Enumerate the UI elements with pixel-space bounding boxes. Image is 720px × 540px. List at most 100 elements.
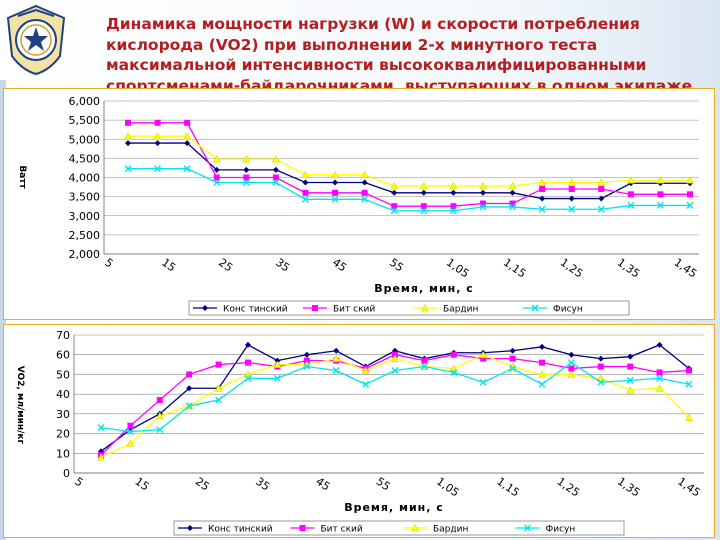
data-point <box>420 203 427 210</box>
data-point <box>538 178 547 186</box>
data-point <box>183 132 192 140</box>
y-tick-label: 2,500 <box>69 229 101 242</box>
data-point <box>331 195 339 203</box>
data-point <box>656 341 663 348</box>
data-point <box>449 181 458 190</box>
data-point <box>213 174 220 181</box>
x-tick-label: 15 <box>159 256 178 275</box>
data-point <box>685 380 693 388</box>
x-tick-label: 35 <box>253 475 272 494</box>
data-point <box>332 354 341 362</box>
data-point <box>273 374 281 382</box>
data-point <box>215 361 222 368</box>
data-point <box>391 203 398 210</box>
data-point <box>243 174 250 181</box>
data-point <box>479 181 487 190</box>
data-point <box>568 351 575 358</box>
x-tick-label: 1,45 <box>672 256 700 281</box>
data-point <box>509 365 517 373</box>
data-point <box>303 351 310 358</box>
data-point <box>332 366 340 374</box>
data-point <box>539 195 546 202</box>
data-point <box>272 166 279 173</box>
data-point <box>97 453 105 461</box>
data-point <box>539 359 545 366</box>
data-point <box>273 360 282 368</box>
legend-label: Конс тинский <box>223 305 288 315</box>
data-point <box>509 189 516 196</box>
x-tick-label: 1,15 <box>494 475 522 500</box>
series-line <box>128 122 690 207</box>
legend-marker <box>531 304 539 312</box>
legend-marker <box>187 525 193 531</box>
data-point <box>567 178 576 186</box>
data-point <box>213 178 221 186</box>
data-point <box>272 174 279 181</box>
y-tick-label: 3,000 <box>69 210 101 223</box>
data-point <box>361 179 368 186</box>
data-point <box>509 200 516 207</box>
y-tick-label: 2,000 <box>69 248 101 261</box>
data-point <box>213 166 220 173</box>
data-point <box>567 359 575 367</box>
legend-label: Бит ский <box>333 305 375 315</box>
data-point <box>156 397 163 404</box>
x-tick-label: 1,25 <box>558 256 586 281</box>
data-point <box>626 376 634 384</box>
y-axis-title: Ватт <box>17 165 27 189</box>
data-point <box>450 203 457 210</box>
data-point <box>686 201 694 209</box>
data-point <box>242 178 250 186</box>
data-point <box>331 170 339 179</box>
data-point <box>598 185 605 192</box>
data-point <box>538 370 546 378</box>
data-point <box>539 343 545 350</box>
data-point <box>480 355 487 362</box>
data-point <box>509 347 516 354</box>
legend-label: Бардин <box>443 305 478 315</box>
data-point <box>391 354 399 362</box>
legend-marker <box>411 523 419 532</box>
legend-box <box>173 520 625 536</box>
data-point <box>420 363 428 371</box>
legend-label: Фисун <box>553 305 583 315</box>
legend-label: Конс тинский <box>208 525 273 535</box>
x-tick-label: 5 <box>72 475 85 490</box>
data-point <box>271 155 280 163</box>
data-point <box>479 378 487 386</box>
series-line <box>128 168 690 212</box>
x-tick-label: 15 <box>133 475 152 494</box>
data-point <box>656 369 663 376</box>
data-point <box>155 411 164 420</box>
data-point <box>538 205 546 213</box>
y-tick-label: 30 <box>56 408 70 421</box>
data-point <box>390 207 398 215</box>
legend-marker <box>421 303 429 312</box>
data-point <box>214 384 223 392</box>
data-point <box>655 384 664 392</box>
data-point <box>301 170 310 179</box>
data-point <box>245 359 251 366</box>
data-point <box>302 179 309 186</box>
data-point <box>627 191 634 198</box>
data-point <box>419 181 428 190</box>
data-point <box>212 155 221 163</box>
y-tick-label: 6,000 <box>69 95 101 108</box>
data-point <box>184 140 191 147</box>
data-point <box>509 355 516 362</box>
y-tick-label: 60 <box>56 349 70 362</box>
data-point <box>450 368 458 376</box>
data-point <box>243 166 250 173</box>
legend-label: Фисун <box>546 525 576 535</box>
chart-panel-vo2: 0 10 20 30 40 50 60 70 5 15 25 35 45 55 1,05 1,15 1,25 1,… <box>3 324 715 538</box>
y-tick-label: 3,500 <box>69 191 101 204</box>
data-point <box>568 185 575 192</box>
legend-marker <box>202 305 208 311</box>
x-tick-label: 1,05 <box>434 475 462 500</box>
data-point <box>450 189 457 196</box>
data-point <box>361 189 368 196</box>
data-point <box>332 179 339 186</box>
x-axis-title: Время, мин, с <box>374 282 474 295</box>
data-point <box>272 178 280 186</box>
data-point <box>127 422 134 429</box>
